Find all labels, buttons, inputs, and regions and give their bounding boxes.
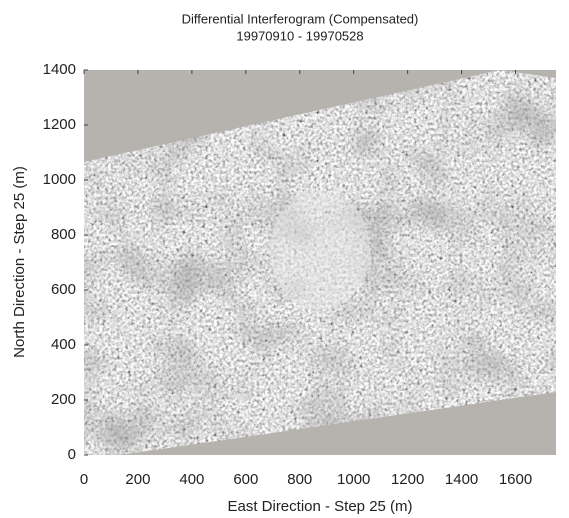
x-tick-label: 400 [179, 471, 204, 488]
x-tick-label: 0 [80, 471, 88, 488]
y-tick-label: 600 [51, 281, 76, 298]
x-tick-label: 600 [233, 471, 258, 488]
y-tick-label: 1400 [43, 61, 76, 78]
chart-title: Differential Interferogram (Compensated) [182, 11, 419, 26]
y-tick-label: 1000 [43, 171, 76, 188]
y-tick-label: 800 [51, 226, 76, 243]
y-axis-label: North Direction - Step 25 (m) [11, 166, 28, 358]
chart-subtitle: 19970910 - 19970528 [236, 28, 363, 43]
x-tick-label: 1000 [337, 471, 370, 488]
y-tick-label: 1200 [43, 116, 76, 133]
x-axis-label: East Direction - Step 25 (m) [227, 498, 412, 515]
chart: Differential Interferogram (Compensated)… [0, 0, 569, 518]
x-tick-label: 200 [125, 471, 150, 488]
x-tick-label: 1200 [391, 471, 424, 488]
x-tick-label: 1400 [445, 471, 478, 488]
y-tick-label: 400 [51, 336, 76, 353]
x-tick-label: 1600 [499, 471, 532, 488]
y-tick-label: 0 [68, 446, 76, 463]
x-tick-label: 800 [287, 471, 312, 488]
y-tick-label: 200 [51, 391, 76, 408]
